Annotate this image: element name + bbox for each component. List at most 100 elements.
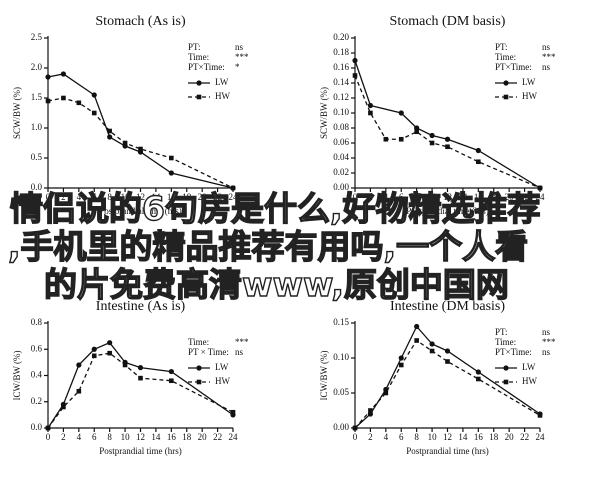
point xyxy=(45,425,51,431)
point xyxy=(138,146,143,152)
x-axis-label: Postprandial time (hrs) xyxy=(99,206,182,216)
x-tick-label: 2 xyxy=(368,192,373,202)
point xyxy=(61,95,66,101)
point xyxy=(367,102,374,109)
stat-label: PT×Time: xyxy=(495,347,532,357)
point xyxy=(91,110,97,116)
stat-value: ns xyxy=(235,42,244,52)
point xyxy=(169,378,174,384)
y-tick-label: 0.10 xyxy=(333,352,349,362)
point xyxy=(383,136,389,142)
x-tick-label: 12 xyxy=(136,432,145,442)
x-tick-label: 16 xyxy=(167,432,177,442)
stat-value: *** xyxy=(542,337,556,347)
x-tick-label: 12 xyxy=(136,192,145,202)
x-tick-label: 2 xyxy=(61,432,66,442)
stat-label: PT×Time: xyxy=(188,62,225,72)
legend-marker xyxy=(503,94,509,100)
legend-label: HW xyxy=(522,91,537,101)
point xyxy=(122,362,128,368)
x-tick-label: 8 xyxy=(107,432,112,442)
point xyxy=(352,57,358,64)
y-tick-label: 0.16 xyxy=(333,62,349,72)
point xyxy=(429,140,435,146)
stat-value: *** xyxy=(235,337,249,347)
series-line xyxy=(47,97,234,189)
point xyxy=(398,355,404,361)
x-tick-label: 20 xyxy=(198,192,208,202)
y-tick-label: 0.4 xyxy=(31,370,43,380)
legend-label: LW xyxy=(215,77,229,87)
legend-label: HW xyxy=(522,376,537,386)
point xyxy=(76,100,82,106)
legend-marker xyxy=(196,379,202,385)
x-tick-label: 18 xyxy=(489,432,499,442)
x-tick-label: 14 xyxy=(458,192,468,202)
point xyxy=(91,346,97,352)
point xyxy=(475,369,481,375)
point xyxy=(398,136,404,142)
y-tick-label: 0.0 xyxy=(31,422,43,432)
stat-label: Time: xyxy=(188,337,209,347)
series-line xyxy=(47,73,234,189)
point xyxy=(230,185,236,191)
point xyxy=(45,98,51,104)
x-tick-label: 20 xyxy=(505,192,515,202)
point xyxy=(91,92,97,98)
stat-value: ns xyxy=(235,347,244,357)
point xyxy=(383,390,389,396)
stat-label: PT × Time: xyxy=(188,347,229,357)
point xyxy=(368,408,373,413)
point xyxy=(429,132,435,139)
y-tick-label: 0.10 xyxy=(333,107,349,117)
point xyxy=(445,359,450,364)
stat-label: PT: xyxy=(495,42,508,52)
legend-label: HW xyxy=(215,376,230,386)
point xyxy=(414,338,419,343)
x-tick-label: 24 xyxy=(536,432,546,442)
x-axis-label: Postprandial time (hrs) xyxy=(99,446,182,456)
x-tick-label: 14 xyxy=(151,432,161,442)
stat-label: PT: xyxy=(188,42,201,52)
x-tick-label: 8 xyxy=(414,192,419,202)
point xyxy=(398,110,404,116)
point xyxy=(445,144,450,150)
y-axis-label: ICW/BW (%) xyxy=(12,350,22,400)
y-tick-label: 1.0 xyxy=(31,122,43,132)
x-tick-label: 24 xyxy=(229,432,239,442)
point xyxy=(76,362,82,368)
x-tick-label: 14 xyxy=(458,432,468,442)
x-tick-label: 18 xyxy=(182,432,192,442)
point xyxy=(414,129,419,135)
point xyxy=(230,409,236,415)
y-tick-label: 0.2 xyxy=(31,396,42,406)
x-tick-label: 6 xyxy=(399,192,404,202)
y-tick-label: 0.20 xyxy=(333,32,349,42)
stat-value: ns xyxy=(542,42,551,52)
x-tick-label: 20 xyxy=(198,432,208,442)
legend-label: LW xyxy=(215,362,229,372)
point xyxy=(107,134,113,140)
y-tick-label: 0.06 xyxy=(333,137,349,147)
stat-value: *** xyxy=(235,52,249,62)
point xyxy=(137,365,144,371)
x-tick-label: 8 xyxy=(414,432,419,442)
x-tick-label: 24 xyxy=(536,192,546,202)
y-axis-label: ICW/BW (%) xyxy=(319,350,329,400)
x-tick-label: 2 xyxy=(61,192,66,202)
x-tick-label: 18 xyxy=(182,192,192,202)
x-tick-label: 16 xyxy=(474,192,484,202)
x-tick-label: 2 xyxy=(368,432,373,442)
stat-value: *** xyxy=(542,52,556,62)
y-tick-label: 0.04 xyxy=(333,152,349,162)
point xyxy=(91,353,97,359)
y-tick-label: 0.15 xyxy=(333,317,349,327)
y-tick-label: 0.5 xyxy=(31,152,43,162)
x-tick-label: 16 xyxy=(167,192,177,202)
overlay-text: 情侣说的6句房是什么,好物精选推荐 ,手机里的精品推荐有用吗,一个人看 的片免费… xyxy=(0,189,600,304)
point xyxy=(352,73,358,78)
legend-label: LW xyxy=(522,362,536,372)
x-tick-label: 4 xyxy=(77,432,82,442)
chart-title: Intestine (As is) xyxy=(96,299,186,314)
